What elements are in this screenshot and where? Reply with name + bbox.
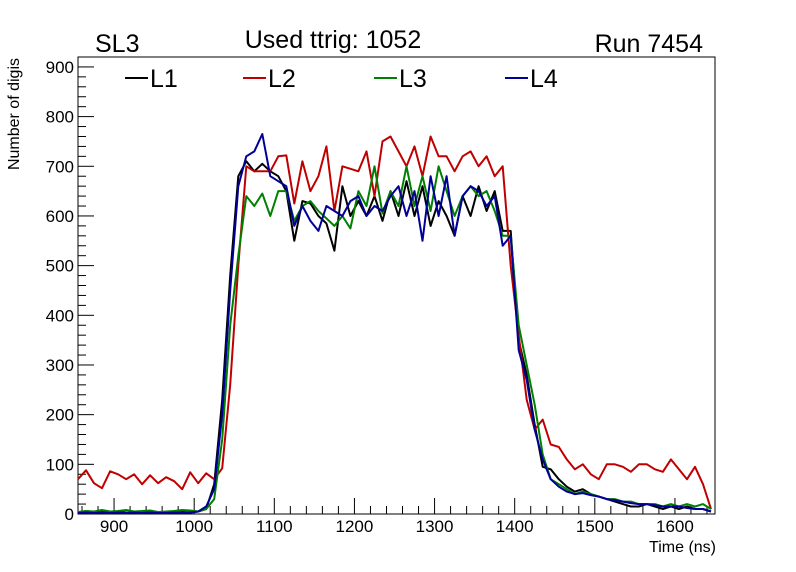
y-tick-label: 600 — [46, 207, 74, 226]
legend: L1 L2 L3 L4 — [125, 65, 558, 93]
y-tick-label: 800 — [46, 108, 74, 127]
y-tick-label: 0 — [65, 505, 74, 524]
y-tick-label: 400 — [46, 306, 74, 325]
legend-label-l3: L3 — [399, 65, 427, 93]
legend-label-l4: L4 — [530, 65, 558, 93]
x-tick-label: 1600 — [656, 517, 694, 536]
x-axis-minor-ticks — [81, 506, 708, 514]
plot-frame — [77, 56, 716, 515]
x-tick-label: 1200 — [336, 517, 374, 536]
series-l4-line — [77, 133, 712, 514]
y-tick-label: 100 — [46, 455, 74, 474]
y-tick-label: 500 — [46, 257, 74, 276]
series-l1-line — [77, 160, 712, 514]
y-axis-label: Number of digis — [6, 58, 23, 170]
y-axis: 0 100 200 300 400 500 600 700 800 900 — [46, 58, 94, 524]
y-tick-label: 200 — [46, 406, 74, 425]
y-axis-minor-ticks — [78, 56, 86, 505]
header-left-label: SL3 — [95, 30, 139, 58]
series-l2-line — [77, 135, 712, 510]
header-right-label: Run 7454 — [595, 30, 704, 58]
x-tick-label: 1000 — [175, 517, 213, 536]
series-layer — [77, 133, 712, 514]
x-axis-label: Time (ns) — [649, 539, 716, 556]
x-tick-label: 900 — [100, 517, 128, 536]
x-tick-label: 1500 — [576, 517, 614, 536]
series-l3-line — [77, 165, 712, 513]
legend-label-l2: L2 — [268, 65, 296, 93]
legend-label-l1: L1 — [150, 65, 178, 93]
x-tick-label: 1100 — [256, 517, 293, 536]
y-tick-label: 900 — [46, 58, 74, 77]
x-tick-label: 1400 — [496, 517, 534, 536]
y-tick-label: 300 — [46, 356, 74, 375]
x-axis: 900 1000 1100 1200 1300 1400 1500 1600 — [100, 498, 694, 536]
chart-title: Used ttrig: 1052 — [245, 26, 422, 54]
y-tick-label: 700 — [46, 157, 74, 176]
x-tick-label: 1300 — [416, 517, 454, 536]
